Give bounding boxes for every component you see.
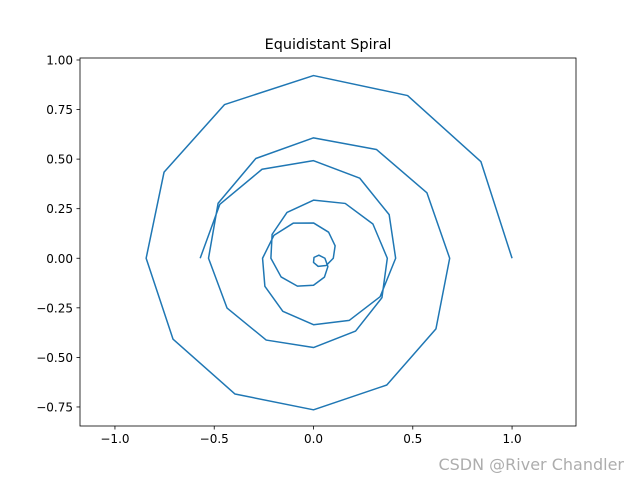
y-tick-label: 0.50 xyxy=(46,153,73,167)
x-tick-label: 1.0 xyxy=(503,432,522,446)
line-series xyxy=(145,74,513,411)
x-tick-label: −1.0 xyxy=(100,432,129,446)
x-tick-label: 0.5 xyxy=(403,432,422,446)
y-tick-label: −0.75 xyxy=(36,400,73,414)
y-tick-label: 1.00 xyxy=(46,53,73,67)
y-tick-label: 0.00 xyxy=(46,252,73,266)
y-tick-label: −0.25 xyxy=(36,301,73,315)
y-tick-label: −0.50 xyxy=(36,351,73,365)
y-tick-label: 0.75 xyxy=(46,103,73,117)
x-tick-label: 0.0 xyxy=(304,432,323,446)
chart-title: Equidistant Spiral xyxy=(265,37,392,53)
y-tick-label: 0.25 xyxy=(46,202,73,216)
x-tick-label: −0.5 xyxy=(200,432,229,446)
axes-frame xyxy=(79,57,577,427)
watermark: CSDN @River Chandler xyxy=(438,455,624,474)
